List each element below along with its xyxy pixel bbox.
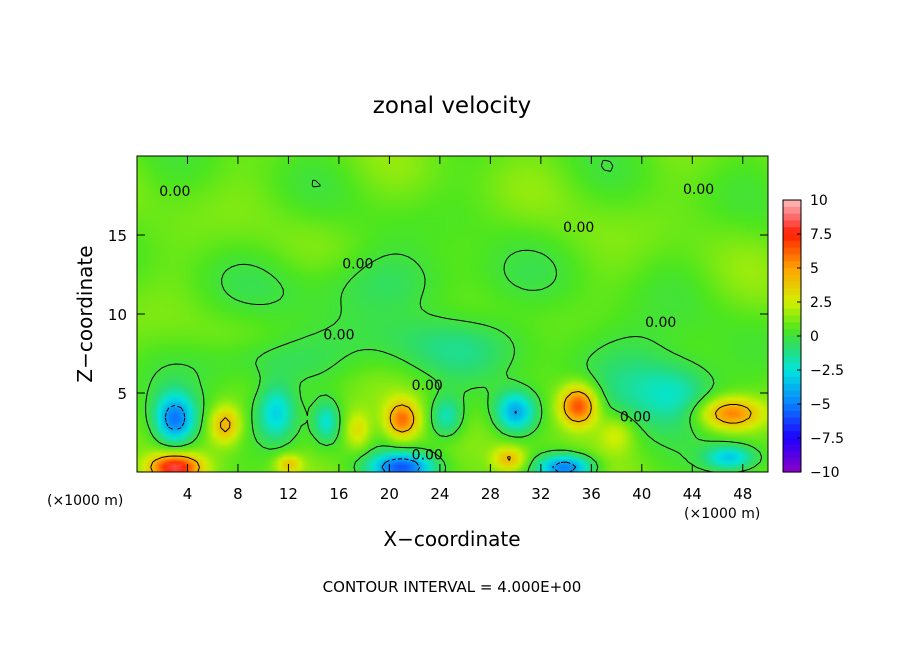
colorbar-band (783, 274, 801, 283)
colorbar-tick-label: −10 (810, 465, 840, 481)
colorbar-tick-label: −7.5 (810, 431, 844, 447)
colorbar-band (783, 383, 801, 391)
x-tick-label: 28 (481, 485, 500, 503)
x-tick-label: 4 (183, 485, 193, 503)
colorbar: 10 7.5 5 2.5 0 −2.5 −5 −7.5 −10 (782, 193, 844, 481)
x-tick-label: 20 (380, 485, 399, 503)
colorbar-band (783, 315, 801, 323)
colorbar-band (783, 390, 801, 398)
colorbar-band (783, 376, 801, 385)
colorbar-band (783, 370, 801, 378)
contour-label: 0.00 (645, 315, 676, 331)
colorbar-tick-label: 2.5 (810, 295, 832, 311)
colorbar-band (783, 200, 801, 208)
colorbar-band (783, 281, 801, 289)
colorbar-band (783, 227, 801, 235)
y-axis: 5 10 15 (108, 227, 768, 403)
colorbar-band (783, 268, 801, 276)
x-tick-label: 48 (733, 485, 752, 503)
contour-label: 0.00 (620, 410, 651, 426)
colorbar-band (783, 329, 801, 337)
contour-label: 0.00 (412, 448, 443, 464)
contour-label: 0.00 (159, 184, 190, 200)
colorbar-band (783, 349, 801, 357)
contour-interval-note: CONTOUR INTERVAL = 4.000E+00 (323, 578, 582, 596)
contour-level-4 (150, 391, 752, 473)
contour-label: 0.00 (683, 182, 714, 198)
colorbar-band (783, 465, 801, 473)
colorbar-band (783, 444, 801, 453)
chart-title: zonal velocity (373, 93, 531, 119)
colorbar-band (783, 397, 801, 405)
colorbar-band (783, 261, 801, 269)
colorbar-band (783, 247, 801, 255)
colorbar-band (783, 288, 801, 296)
contour-level-0 (145, 159, 763, 473)
colorbar-band (783, 458, 801, 466)
y-tick-label: 5 (117, 385, 127, 403)
colorbar-tick-label: −2.5 (810, 363, 844, 379)
y-axis-title: Z−coordinate (73, 245, 97, 382)
colorbar-band (783, 302, 801, 310)
y-tick-label: 15 (108, 227, 127, 245)
colorbar-band (783, 363, 801, 371)
colorbar-tick-label: 10 (810, 193, 828, 209)
x-axis: 4 8 12 16 20 24 28 32 36 40 44 48 (183, 156, 752, 503)
colorbar-band (783, 417, 801, 425)
colorbar-band (783, 240, 801, 249)
colorbar-tick-label: −5 (810, 397, 831, 413)
y-tick-label: 10 (108, 306, 127, 324)
colorbar-tick-label: 7.5 (810, 227, 832, 243)
x-tick-label: 32 (531, 485, 550, 503)
colorbar-band (783, 410, 801, 419)
colorbar-band (783, 404, 801, 412)
contour-lines (145, 159, 763, 473)
colorbar-band (783, 234, 801, 242)
colorbar-band (783, 213, 801, 221)
y-unit-label: (×1000 m) (47, 493, 123, 509)
colorbar-band (783, 356, 801, 364)
colorbar-band (783, 342, 801, 351)
colorbar-band (783, 438, 801, 446)
plot-area (137, 156, 768, 472)
x-tick-label: 16 (329, 485, 348, 503)
colorbar-band (783, 295, 801, 303)
x-tick-label: 40 (632, 485, 651, 503)
contour-label: 0.00 (323, 328, 354, 344)
x-tick-label: 8 (233, 485, 243, 503)
x-axis-title: X−coordinate (383, 527, 520, 551)
contour-label: 0.00 (563, 220, 594, 236)
contour-labels: 0.00 0.00 0.00 0.00 0.00 0.00 0.00 0.00 0.00 (159, 182, 714, 463)
colorbar-band (783, 322, 801, 330)
colorbar-band (783, 206, 801, 215)
colorbar-band (783, 308, 801, 317)
colorbar-band (783, 254, 801, 262)
colorbar-tick-label: 0 (810, 329, 819, 345)
x-tick-label: 12 (279, 485, 298, 503)
colorbar-band (783, 220, 801, 228)
contour-label: 0.00 (342, 256, 373, 272)
x-unit-label: (×1000 m) (684, 506, 760, 522)
colorbar-tick-label: 5 (810, 261, 819, 277)
colorbar-band (783, 451, 801, 459)
x-tick-label: 36 (582, 485, 601, 503)
colorbar-band (783, 336, 801, 344)
x-tick-label: 24 (430, 485, 449, 503)
colorbar-band (783, 431, 801, 439)
colorbar-band (783, 424, 801, 432)
contour-label: 0.00 (412, 378, 443, 394)
heatmap-field (137, 156, 768, 472)
x-tick-label: 44 (683, 485, 702, 503)
contour-level--4 (164, 404, 577, 473)
